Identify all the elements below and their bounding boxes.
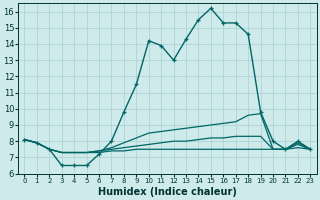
X-axis label: Humidex (Indice chaleur): Humidex (Indice chaleur) — [98, 187, 237, 197]
